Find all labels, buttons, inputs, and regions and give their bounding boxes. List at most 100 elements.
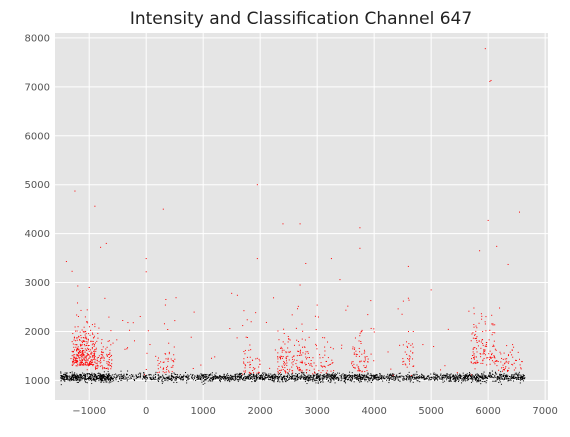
red-point [475,348,477,350]
black-point [154,377,156,379]
red-point [93,357,95,359]
black-point [232,378,234,380]
black-point [475,373,477,375]
black-point [317,381,319,383]
black-point [229,381,231,383]
black-point [107,371,109,373]
red-point [494,324,496,326]
red-point [505,360,507,362]
black-point [356,374,358,376]
red-point [90,353,92,355]
black-point [254,377,256,379]
black-point [309,379,311,381]
red-point [96,359,98,361]
red-point [473,358,475,360]
red-point [74,190,76,192]
black-point [87,378,89,380]
black-point [288,374,290,376]
red-point [254,367,256,369]
red-point [476,341,478,343]
red-point [77,315,79,317]
black-point [355,377,357,379]
black-point [318,378,320,380]
black-point [464,378,466,380]
black-point [392,376,394,378]
red-point [82,364,84,366]
black-point [90,376,92,378]
red-point [80,344,82,346]
red-point [444,365,446,367]
black-point [200,373,202,375]
black-point [382,375,384,377]
red-point [373,331,375,333]
black-point [270,373,272,375]
black-point [145,376,147,378]
black-point [513,375,515,377]
red-point [484,321,486,323]
red-point [408,299,410,301]
black-point [152,378,154,380]
red-point [321,365,323,367]
black-point [84,374,86,376]
red-point [515,359,517,361]
red-point [129,329,131,331]
black-point [107,376,109,378]
red-point [256,372,258,374]
black-point [176,376,178,378]
black-point [463,377,465,379]
black-point [345,377,347,379]
black-point [261,377,263,379]
black-point [273,375,275,377]
red-point [322,370,324,372]
black-point [143,373,145,375]
black-point [511,377,513,379]
red-point [347,305,349,307]
red-point [91,355,93,357]
red-point [473,313,475,315]
black-point [423,377,425,379]
black-point [180,377,182,379]
red-point [478,340,480,342]
black-point [225,376,227,378]
red-point [200,364,202,366]
red-point [283,328,285,330]
black-point [73,377,75,379]
black-point [453,379,455,381]
black-point [455,375,457,377]
red-point [410,374,412,376]
red-point [301,354,303,356]
red-point [479,353,481,355]
black-point [60,384,62,386]
black-point [176,376,178,378]
red-point [76,362,78,364]
black-point [70,378,72,380]
black-point [472,380,474,382]
black-point [353,381,355,383]
red-point [282,356,284,358]
black-point [75,377,77,379]
black-point [511,376,513,378]
black-point [300,377,302,379]
black-point [76,377,78,379]
red-point [495,349,497,351]
black-point [308,374,310,376]
black-point [185,376,187,378]
black-point [275,374,277,376]
black-point [210,377,212,379]
red-point [106,367,108,369]
black-point [146,374,148,376]
black-point [430,373,432,375]
black-point [333,377,335,379]
red-point [111,363,113,365]
black-point [123,373,125,375]
black-point [382,376,384,378]
red-point [312,357,314,359]
black-point [440,374,442,376]
black-point [409,376,411,378]
black-point [230,378,232,380]
black-point [330,379,332,381]
red-point [357,366,359,368]
black-point [255,375,257,377]
red-point [86,361,88,363]
red-point [167,357,169,359]
